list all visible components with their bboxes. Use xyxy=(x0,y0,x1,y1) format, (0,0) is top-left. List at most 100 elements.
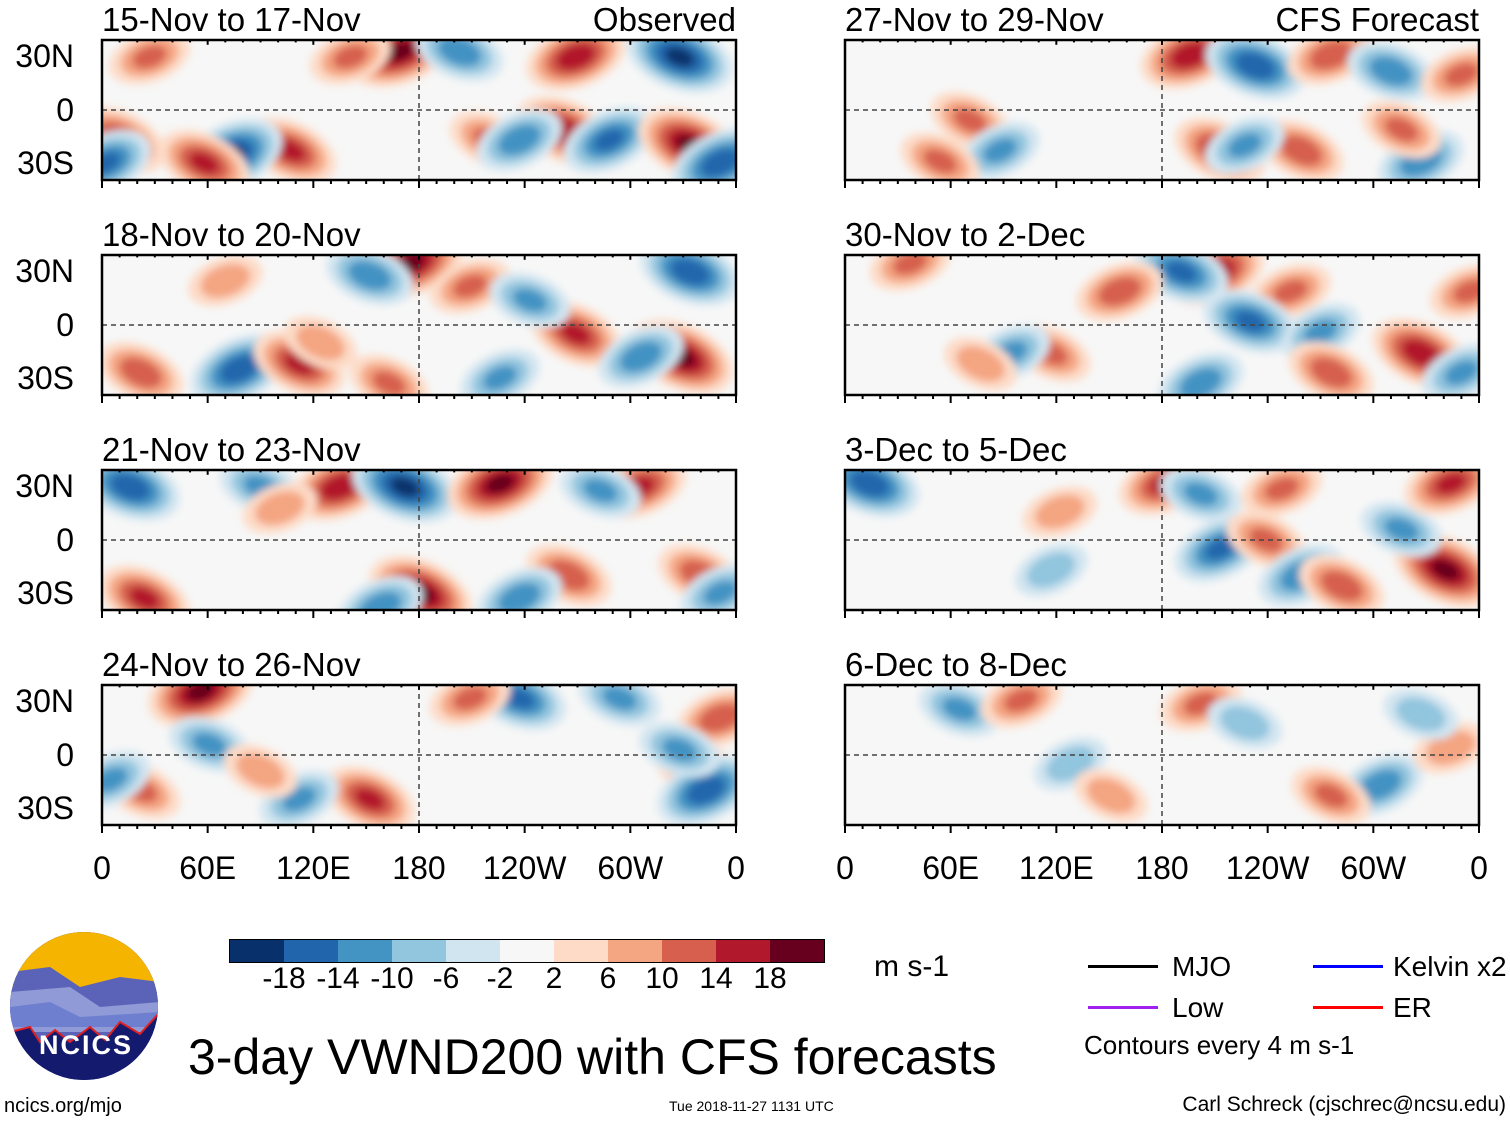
lat-label: 30N xyxy=(15,253,74,289)
legend-label-low: Low xyxy=(1172,992,1224,1023)
site-url[interactable]: ncics.org/mjo xyxy=(4,1095,122,1117)
positive-anomaly xyxy=(980,685,1062,728)
map-panel xyxy=(100,253,738,403)
colorbar-swatch xyxy=(500,940,554,962)
negative-anomaly xyxy=(1207,697,1283,749)
negative-anomaly xyxy=(598,325,684,388)
panel-title: 18-Nov to 20-Nov xyxy=(102,216,361,253)
colorbar-tick-label: -2 xyxy=(486,962,514,995)
timestamp: Tue 2018-11-27 1131 UTC xyxy=(669,1098,834,1114)
positive-anomaly xyxy=(1291,766,1371,825)
colorbar-swatch xyxy=(608,940,662,962)
panel-title: 21-Nov to 23-Nov xyxy=(102,431,361,468)
colorbar-swatch xyxy=(662,940,716,962)
positive-anomaly xyxy=(944,337,1018,391)
map-panel xyxy=(843,38,1481,188)
negative-anomaly xyxy=(579,685,661,727)
lon-label: 60E xyxy=(179,850,237,886)
negative-anomaly xyxy=(460,349,540,395)
negative-anomaly xyxy=(626,40,733,93)
figure-title: 3-day VWND200 with CFS forecasts xyxy=(188,1029,997,1085)
lon-label: 0 xyxy=(836,850,854,886)
positive-anomaly xyxy=(1022,486,1098,538)
lat-label: 30N xyxy=(15,468,74,504)
lon-label: 120E xyxy=(275,850,351,886)
colorbar-swatch xyxy=(770,940,824,962)
legend-label-kelvin: Kelvin x2 xyxy=(1393,951,1507,982)
colorbar-tick-label: 10 xyxy=(645,962,679,995)
lon-label: 0 xyxy=(727,850,745,886)
positive-anomaly xyxy=(447,470,553,520)
colorbar-tick-label: 6 xyxy=(599,962,617,995)
positive-anomaly xyxy=(187,255,263,307)
lat-label: 30S xyxy=(17,360,74,396)
negative-anomaly xyxy=(1421,343,1479,395)
positive-anomaly xyxy=(223,744,298,798)
negative-anomaly xyxy=(960,121,1040,180)
positive-anomaly xyxy=(869,255,951,291)
negative-anomaly xyxy=(563,107,655,174)
map-panel xyxy=(843,253,1481,403)
colorbar-tick-label: 14 xyxy=(699,962,733,995)
colorbar-swatch xyxy=(338,940,392,962)
positive-anomaly xyxy=(1076,261,1164,321)
colorbar-tick-label: -6 xyxy=(432,962,460,995)
panel-title: 27-Nov to 29-Nov xyxy=(845,1,1104,38)
colorbar-swatch xyxy=(230,940,284,962)
lat-label: 0 xyxy=(56,737,74,773)
observed-header: Observed xyxy=(592,1,736,38)
legend-line-er xyxy=(1313,1006,1383,1009)
colorbar-tick-label: -18 xyxy=(262,962,306,995)
negative-anomaly xyxy=(1280,303,1361,361)
svg-text:NCICS: NCICS xyxy=(39,1030,133,1060)
positive-anomaly xyxy=(1299,555,1385,610)
lat-label: 30S xyxy=(17,575,74,611)
colorbar-swatch xyxy=(284,940,338,962)
colorbar-tick-label: -14 xyxy=(316,962,360,995)
lon-label: 0 xyxy=(93,850,111,886)
positive-anomaly xyxy=(1074,768,1148,823)
legend-label-mjo: MJO xyxy=(1172,951,1232,982)
lon-label: 120W xyxy=(482,850,567,886)
colorbar-swatch xyxy=(392,940,446,962)
positive-anomaly xyxy=(242,482,318,534)
colorbar-swatch xyxy=(716,940,770,962)
positive-anomaly xyxy=(900,132,980,180)
lon-label: 120W xyxy=(1225,850,1310,886)
negative-anomaly xyxy=(1205,40,1305,100)
lon-label: 60W xyxy=(1340,850,1407,886)
map-panel xyxy=(100,38,738,188)
map-panel xyxy=(843,468,1481,618)
negative-anomaly xyxy=(1203,289,1297,354)
positive-anomaly xyxy=(429,258,511,314)
lon-label: 60E xyxy=(922,850,980,886)
negative-anomaly xyxy=(671,127,736,180)
legend-label-er: ER xyxy=(1393,992,1432,1023)
panel-title: 15-Nov to 17-Nov xyxy=(102,1,361,38)
panel-title: 30-Nov to 2-Dec xyxy=(845,216,1086,253)
ncics-logo: NCICS xyxy=(10,932,158,1080)
positive-anomaly xyxy=(309,40,391,85)
negative-anomaly xyxy=(1383,688,1459,740)
positive-anomaly xyxy=(102,565,190,610)
positive-anomaly xyxy=(147,685,254,727)
lat-label: 0 xyxy=(56,307,74,343)
positive-anomaly xyxy=(349,354,429,395)
lat-label: 30N xyxy=(15,38,74,74)
positive-anomaly xyxy=(324,766,416,825)
negative-anomaly xyxy=(102,470,180,521)
negative-anomaly xyxy=(1205,116,1285,175)
positive-anomaly xyxy=(283,316,357,370)
positive-anomaly xyxy=(1421,47,1479,103)
negative-anomaly xyxy=(919,685,1000,737)
legend-line-low xyxy=(1088,1006,1158,1009)
lat-label: 30N xyxy=(15,683,74,719)
lat-label: 0 xyxy=(56,92,74,128)
colorbar-units: m s-1 xyxy=(874,950,949,983)
lon-label: 60W xyxy=(597,850,664,886)
colorbar-tick-label: 18 xyxy=(753,962,787,995)
lat-label: 30S xyxy=(17,145,74,181)
negative-anomaly xyxy=(337,576,423,610)
legend-line-kelvin xyxy=(1313,965,1383,968)
panel-title: 24-Nov to 26-Nov xyxy=(102,646,361,683)
